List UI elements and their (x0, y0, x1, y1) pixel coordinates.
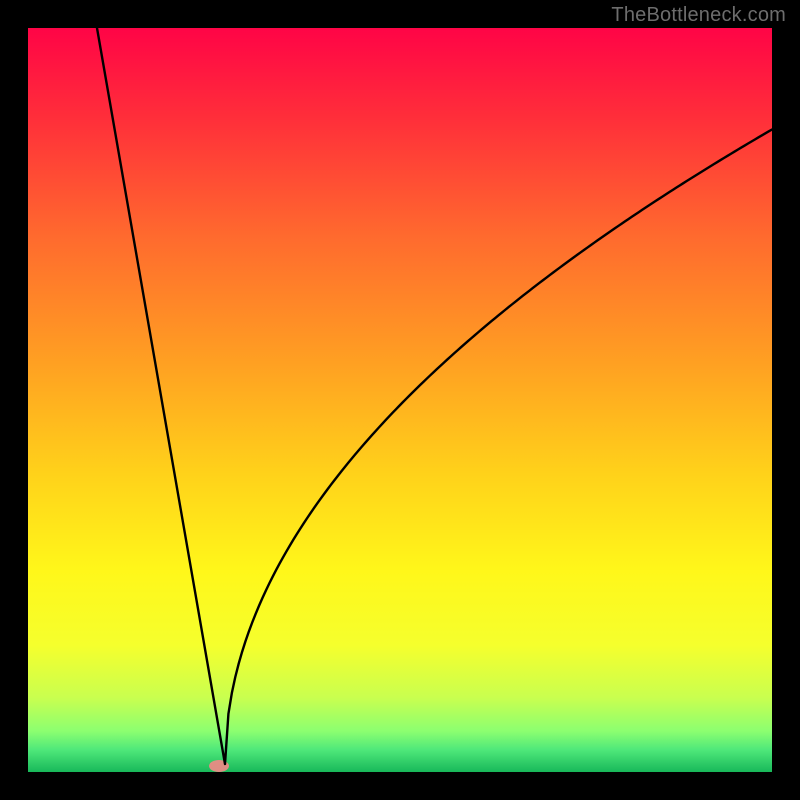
plot-svg (28, 28, 772, 772)
chart-frame: TheBottleneck.com (0, 0, 800, 800)
watermark-text: TheBottleneck.com (611, 4, 786, 27)
gradient-background (28, 28, 772, 772)
plot-area (28, 28, 772, 772)
